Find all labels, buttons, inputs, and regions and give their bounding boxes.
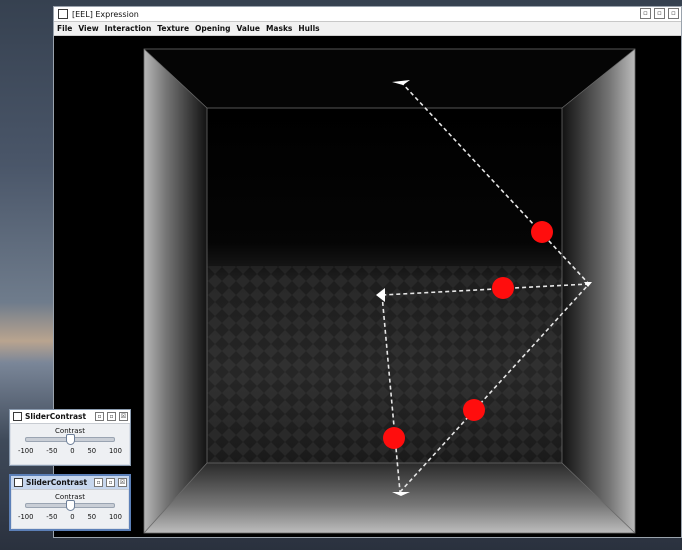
tick-label: -100	[18, 513, 34, 521]
floor	[144, 463, 635, 533]
ceiling	[144, 49, 635, 108]
slider-titlebar[interactable]: SliderContrast ▫ ▫ ☒	[10, 410, 130, 424]
path-node-bottom	[392, 492, 410, 496]
slider-window-title: SliderContrast	[25, 412, 87, 421]
tick-label: 0	[70, 447, 75, 455]
contrast-slider-track[interactable]	[25, 500, 115, 511]
menu-file[interactable]: File	[57, 24, 73, 33]
close-icon[interactable]: ☒	[119, 412, 128, 421]
window-menu-icon[interactable]	[58, 9, 68, 19]
left-wall	[144, 49, 207, 533]
tick-label: 100	[108, 513, 122, 521]
menu-bar: File View Interaction Texture Opening Va…	[54, 22, 681, 36]
path-node-left	[376, 288, 385, 302]
tick-label: 100	[108, 447, 122, 455]
contrast-slider-track[interactable]	[25, 434, 115, 445]
menu-interaction[interactable]: Interaction	[104, 24, 152, 33]
window-title: [EEL] Expression	[72, 9, 139, 19]
minimize-icon[interactable]: ▫	[640, 8, 651, 19]
menu-hulls[interactable]: Hulls	[298, 24, 320, 33]
slider-contrast-window-2: SliderContrast ▫ ▫ ☒ Contrast -100 -50 0…	[9, 474, 131, 531]
window-menu-icon[interactable]	[14, 478, 23, 487]
marker-1	[531, 221, 553, 243]
tick-label: -50	[46, 447, 58, 455]
menu-opening[interactable]: Opening	[195, 24, 231, 33]
red-markers	[383, 221, 553, 449]
menu-value[interactable]: Value	[236, 24, 260, 33]
tick-label: 50	[87, 447, 97, 455]
right-wall	[562, 49, 635, 533]
marker-3	[463, 399, 485, 421]
slider-titlebar[interactable]: SliderContrast ▫ ▫ ☒	[11, 476, 129, 490]
slider-label: Contrast	[55, 493, 85, 501]
slider-tick-labels: -100 -50 0 50 100	[18, 513, 122, 521]
tick-label: 50	[87, 513, 97, 521]
window-menu-icon[interactable]	[13, 412, 22, 421]
menu-masks[interactable]: Masks	[265, 24, 293, 33]
minimize-icon[interactable]: ▫	[94, 478, 103, 487]
menu-view[interactable]: View	[78, 24, 99, 33]
path-node-right	[584, 282, 592, 287]
marker-2	[492, 277, 514, 299]
tick-label: -100	[18, 447, 34, 455]
path-nodes	[376, 80, 592, 496]
main-window: [EEL] Expression ▫ ▫ ▫ File View Interac…	[53, 6, 682, 538]
slider-label: Contrast	[55, 427, 85, 435]
slider-contrast-window-1: SliderContrast ▫ ▫ ☒ Contrast -100 -50 0…	[9, 409, 131, 466]
path-node-top	[392, 80, 410, 85]
tick-label: -50	[46, 513, 58, 521]
minimize-icon[interactable]: ▫	[95, 412, 104, 421]
marker-4	[383, 427, 405, 449]
slider-window-title: SliderContrast	[26, 478, 88, 487]
volume-render[interactable]	[54, 36, 681, 537]
close-icon[interactable]: ☒	[118, 478, 127, 487]
main-titlebar[interactable]: [EEL] Expression ▫ ▫ ▫	[54, 7, 681, 22]
3d-viewport[interactable]	[54, 36, 681, 537]
contrast-slider-thumb[interactable]	[66, 434, 75, 445]
cube-edges	[143, 48, 636, 534]
restore-icon[interactable]: ▫	[668, 8, 679, 19]
maximize-icon[interactable]: ▫	[654, 8, 665, 19]
slider-tick-labels: -100 -50 0 50 100	[18, 447, 122, 455]
maximize-icon[interactable]: ▫	[106, 478, 115, 487]
menu-texture[interactable]: Texture	[157, 24, 190, 33]
maximize-icon[interactable]: ▫	[107, 412, 116, 421]
contrast-slider-thumb[interactable]	[66, 500, 75, 511]
path-lines	[381, 81, 590, 493]
tick-label: 0	[70, 513, 75, 521]
